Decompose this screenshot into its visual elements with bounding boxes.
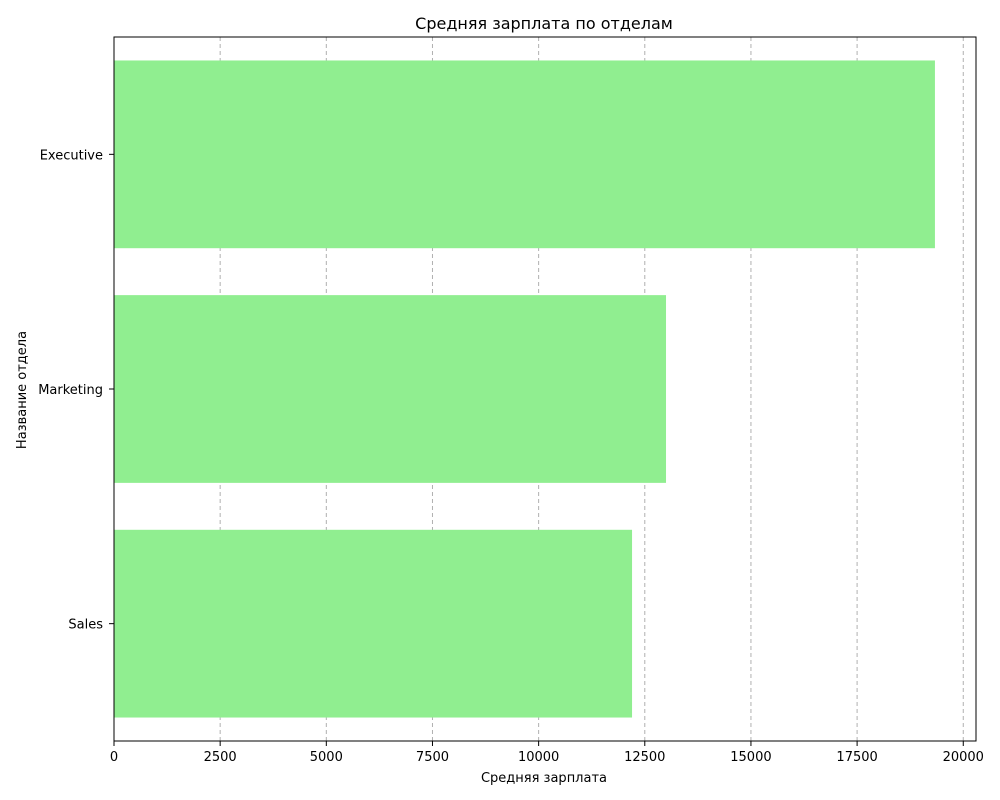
bar: [114, 295, 667, 483]
x-tick-label: 0: [110, 750, 118, 765]
x-tick-label: 5000: [310, 750, 343, 765]
x-tick-label: 20000: [943, 750, 984, 765]
y-axis-ticks: Executive Marketing Sales: [38, 148, 114, 633]
bar: [114, 60, 935, 249]
x-tick-label: 15000: [730, 750, 771, 765]
bar: [114, 529, 633, 718]
x-tick-label: 17500: [836, 750, 877, 765]
x-tick-label: 10000: [518, 750, 559, 765]
y-tick-label: Marketing: [38, 383, 103, 398]
y-tick-label: Executive: [40, 148, 103, 163]
x-tick-label: 2500: [204, 750, 237, 765]
bars: [114, 60, 935, 718]
chart-title: Средняя зарплата по отделам: [415, 14, 673, 33]
x-axis-ticks: 0 2500 5000 7500 10000 12500 15000 17500 20000: [110, 741, 984, 765]
x-tick-label: 7500: [416, 750, 449, 765]
x-axis-label: Средняя зарплата: [481, 771, 607, 786]
y-axis-label: Название отдела: [15, 331, 30, 449]
x-tick-label: 12500: [624, 750, 665, 765]
y-tick-label: Sales: [68, 618, 103, 633]
